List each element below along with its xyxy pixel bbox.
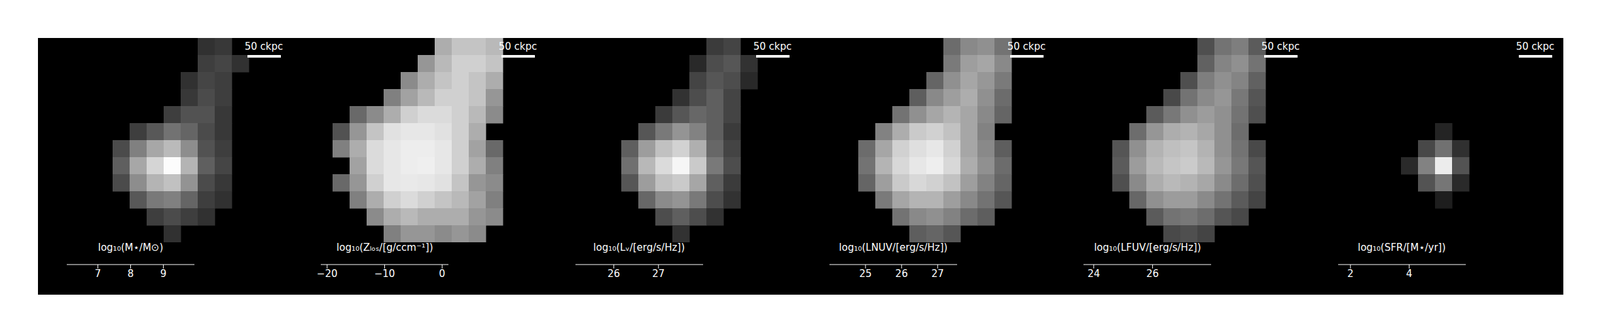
svg-text:2: 2 [1347, 267, 1354, 280]
svg-text:50 ckpc: 50 ckpc [1007, 40, 1047, 53]
svg-text:4: 4 [1405, 267, 1413, 280]
svg-text:−10: −10 [374, 267, 396, 280]
html-text:log₁₀(M⋆/M⊙): log₁₀(M⋆/M⊙) [98, 241, 164, 254]
html-text:log₁₀(LFUV/[erg/s/Hz]): log₁₀(LFUV/[erg/s/Hz]) [1094, 241, 1201, 254]
svg-text:50 ckpc: 50 ckpc [498, 40, 538, 53]
svg-text:8: 8 [127, 267, 135, 280]
svg-text:24: 24 [1088, 267, 1101, 280]
svg-text:26: 26 [607, 267, 620, 280]
html-text:log₁₀(Zₗₒₛ/[g/ccm⁻¹]): log₁₀(Zₗₒₛ/[g/ccm⁻¹]) [336, 241, 434, 254]
html-text:log₁₀(LNUV/[erg/s/Hz]): log₁₀(LNUV/[erg/s/Hz]) [838, 241, 948, 254]
svg-text:27: 27 [931, 267, 945, 280]
svg-text:26: 26 [895, 267, 909, 280]
svg-text:0: 0 [439, 267, 446, 280]
svg-text:50 ckpc: 50 ckpc [752, 40, 792, 53]
svg-text:25: 25 [859, 267, 873, 280]
svg-text:9: 9 [160, 267, 167, 280]
html-text:log₁₀(Lᵥ/[erg/s/Hz]): log₁₀(Lᵥ/[erg/s/Hz]) [593, 241, 685, 254]
svg-text:50 ckpc: 50 ckpc [1515, 40, 1555, 53]
svg-text:26: 26 [1146, 267, 1159, 280]
svg-text:7: 7 [94, 267, 102, 280]
svg-text:−20: −20 [316, 267, 338, 280]
svg-text:50 ckpc: 50 ckpc [244, 40, 284, 53]
html-text:log₁₀(SFR/[M⋆/yr]): log₁₀(SFR/[M⋆/yr]) [1357, 241, 1446, 254]
svg-text:50 ckpc: 50 ckpc [1261, 40, 1301, 53]
svg-text:27: 27 [652, 267, 665, 280]
